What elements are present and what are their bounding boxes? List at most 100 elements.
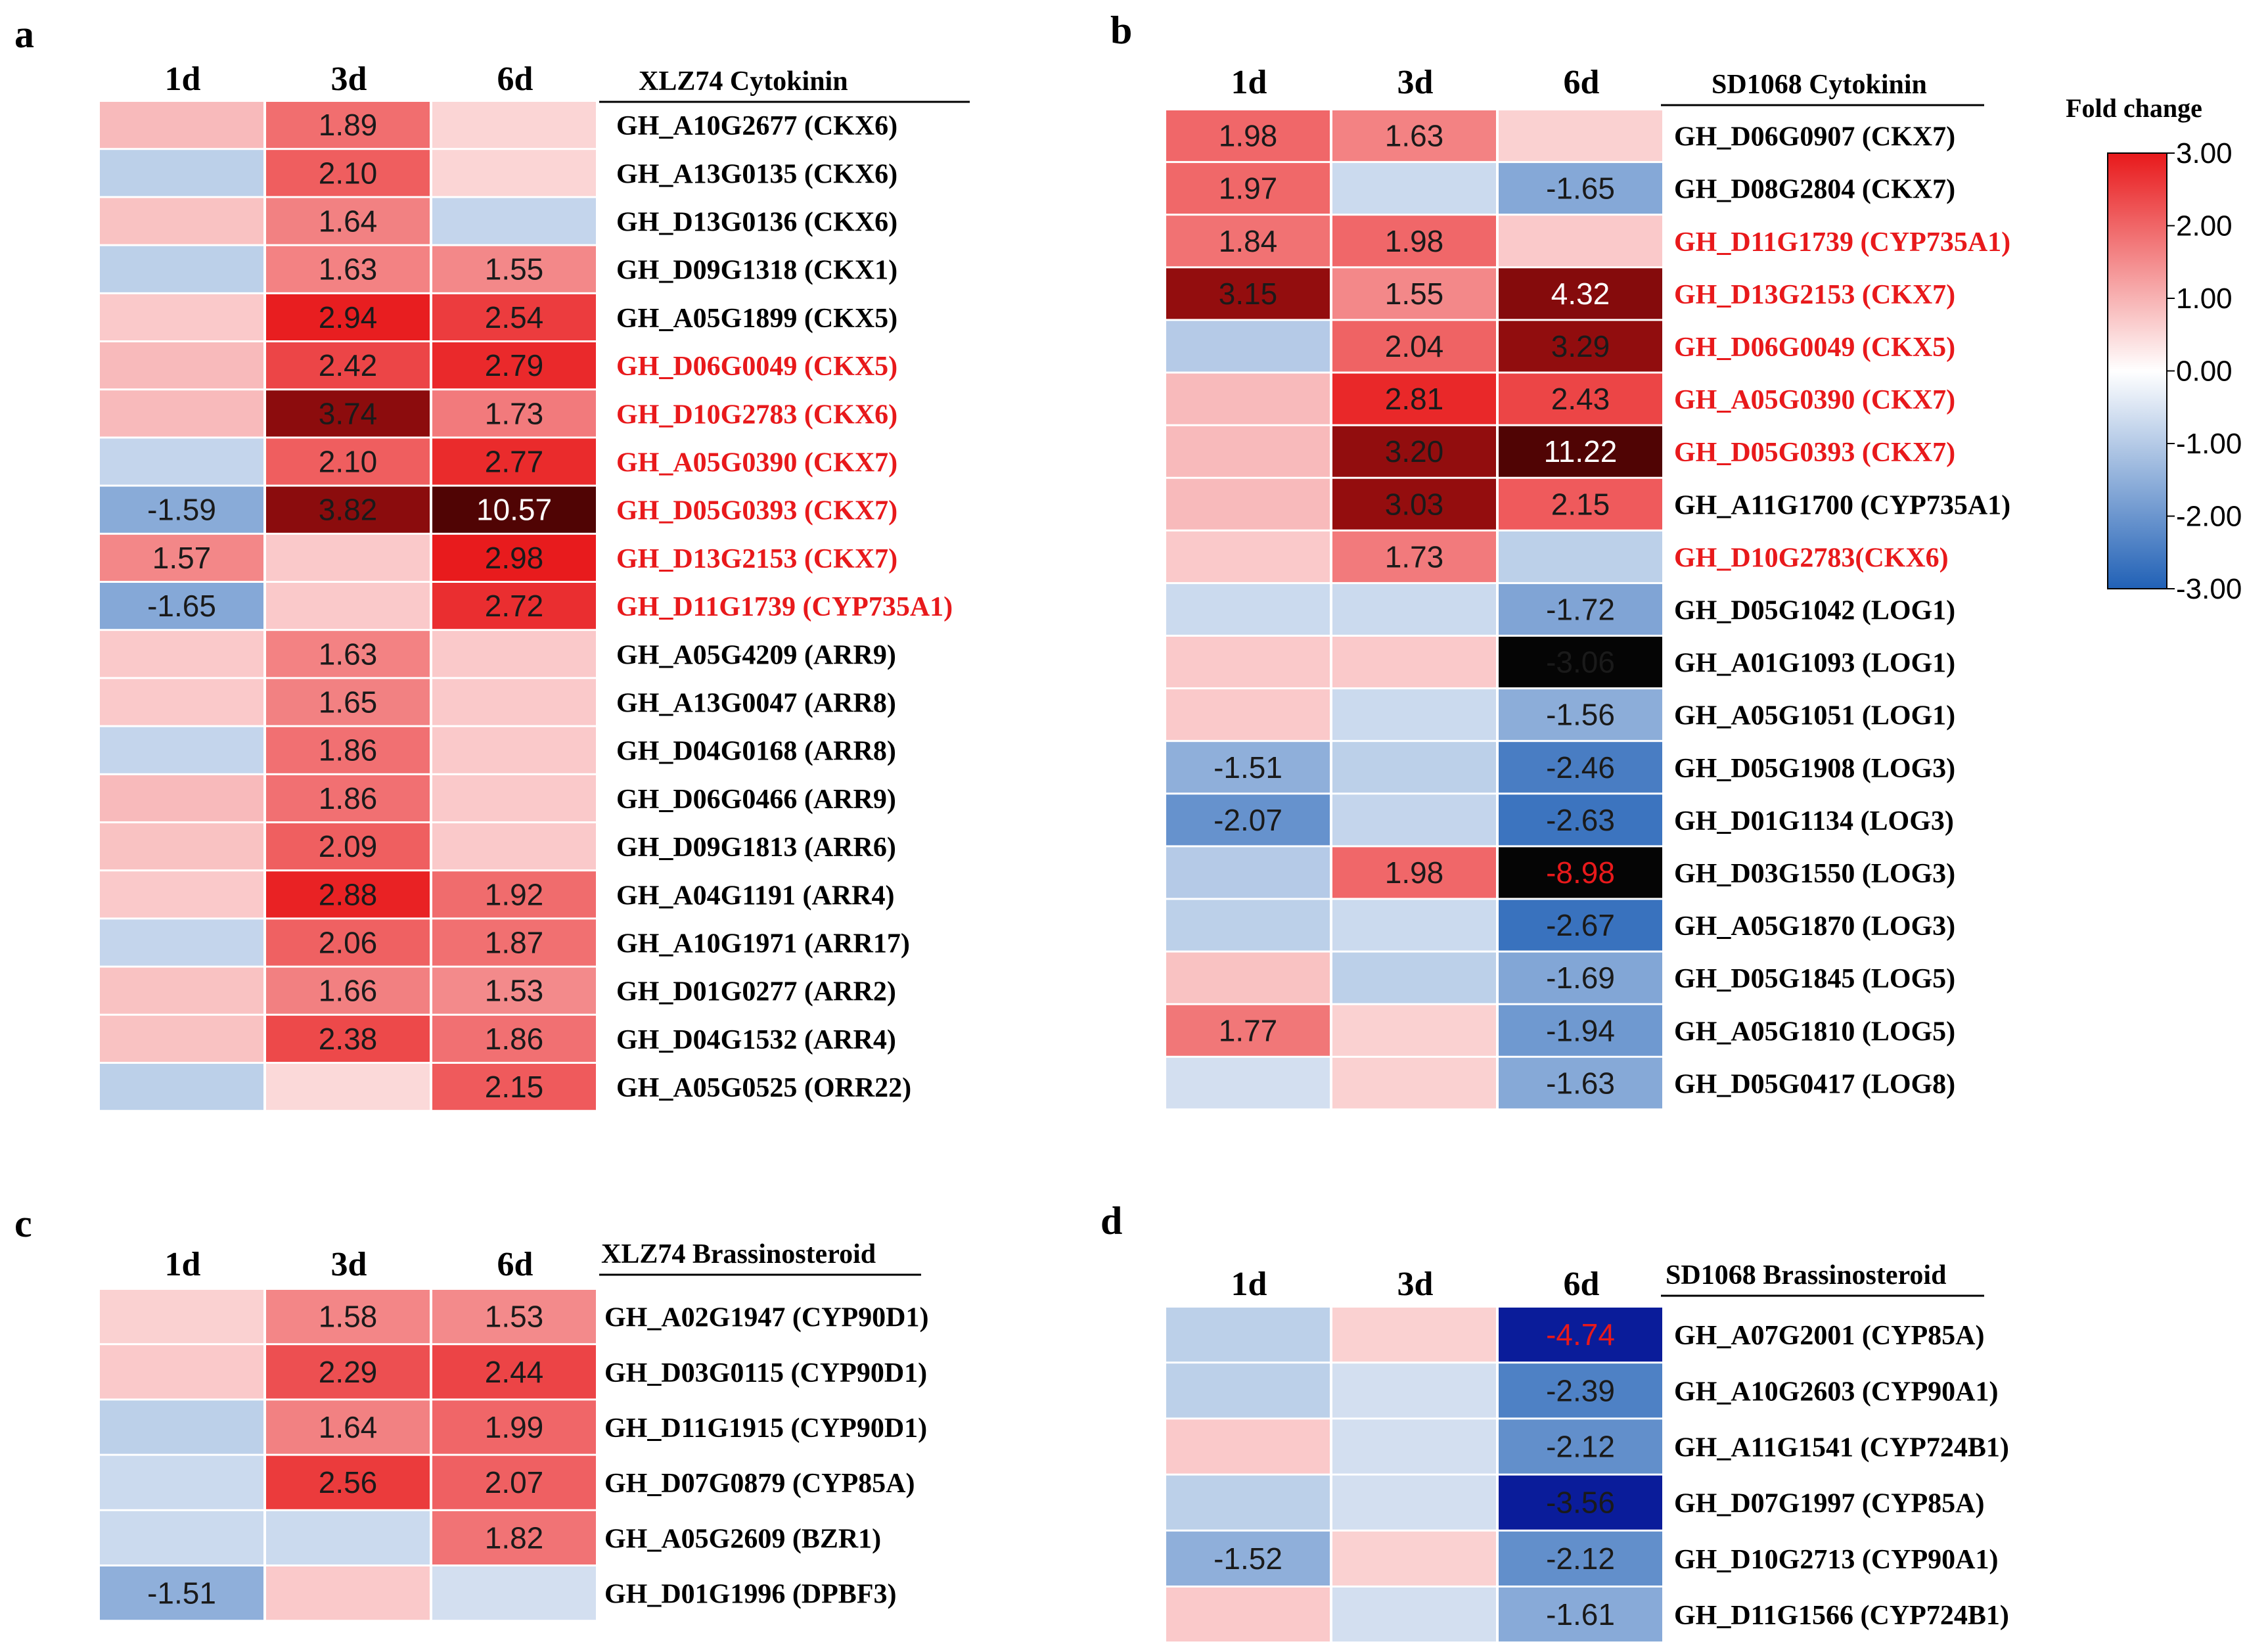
heatmap-cell — [1332, 216, 1496, 267]
cell-value-label: 2.56 — [319, 1465, 378, 1499]
heatmap-cell — [432, 1015, 596, 1062]
gene-label: GH_D11G1566 (CYP724B1) — [1674, 1601, 2009, 1631]
heatmap-cell — [1332, 1005, 1496, 1056]
heatmap-cell — [432, 1566, 596, 1620]
heatmap-cell — [432, 775, 596, 821]
heatmap-cell — [266, 1400, 430, 1454]
gene-label: GH_A05G0525 (ORR22) — [616, 1073, 911, 1103]
heatmap-cell — [1166, 637, 1330, 688]
column-label: 1d — [1231, 64, 1267, 101]
heatmap-cell — [100, 1345, 263, 1399]
cell-value-label: 2.44 — [485, 1355, 544, 1389]
heatmap-cell — [100, 534, 263, 581]
cell-value-label: 1.73 — [485, 396, 544, 430]
cell-value-label: 2.09 — [319, 829, 378, 863]
cell-value-label: -1.51 — [1213, 750, 1282, 785]
column-label: 1d — [1231, 1266, 1267, 1303]
cell-value-label: 1.86 — [319, 781, 378, 815]
heatmap-cell — [100, 486, 263, 533]
heatmap-cell — [266, 823, 430, 870]
cell-value-label: -2.46 — [1546, 750, 1615, 785]
heatmap-cell — [1499, 900, 1662, 951]
heatmap-cell — [100, 150, 263, 196]
cell-value-label: 1.63 — [319, 252, 378, 286]
cell-value-label: 2.15 — [1551, 487, 1610, 521]
legend-tick-label: 3.00 — [2176, 137, 2233, 170]
heatmap-cell — [1499, 637, 1662, 688]
heatmap-cell — [1332, 637, 1496, 688]
heatmap-cell — [1332, 426, 1496, 477]
heatmap-cell — [1166, 531, 1330, 582]
heatmap-cell — [432, 1290, 596, 1344]
heatmap-cell — [1332, 110, 1496, 162]
cell-value-label: -1.61 — [1546, 1597, 1615, 1632]
heatmap-cell — [266, 871, 430, 918]
cell-value-label: -1.63 — [1546, 1066, 1615, 1100]
heatmap-cell — [1166, 1057, 1330, 1108]
heatmap-cell — [266, 631, 430, 677]
heatmap-cell — [1166, 163, 1330, 214]
heatmap-cell — [432, 438, 596, 485]
heatmap-cell — [1499, 216, 1662, 267]
gene-label: GH_D05G0393 (CKX7) — [1674, 438, 1955, 468]
heatmap-cell — [100, 1290, 263, 1344]
gene-label: GH_A05G0390 (CKX7) — [616, 448, 897, 478]
heatmap-cell — [1166, 952, 1330, 1003]
heatmap-cell — [266, 1345, 430, 1399]
cell-value-label: 1.66 — [319, 974, 378, 1008]
heatmap-panel-c: c 1d 3d 6d XLZ74 Brassinosteroid 1.58 1.53 GH_A… — [14, 1202, 928, 1620]
heatmap-cell — [100, 1400, 263, 1454]
gene-label: GH_D10G2783 (CKX6) — [616, 400, 897, 430]
gene-label: GH_A13G0135 (CKX6) — [616, 159, 897, 189]
heatmap-cell — [100, 1455, 263, 1509]
cell-value-label: 2.15 — [485, 1070, 544, 1104]
legend-colorbar — [2107, 152, 2167, 589]
heatmap-cell — [266, 534, 430, 581]
heatmap-cell — [1166, 583, 1330, 635]
gene-label: GH_A05G4209 (ARR9) — [616, 640, 896, 670]
heatmap-cell — [100, 631, 263, 677]
heatmap-cell — [100, 823, 263, 870]
heatmap-cell — [432, 871, 596, 918]
heatmap-cell — [432, 102, 596, 148]
heatmap-cell — [1332, 794, 1496, 846]
cell-value-label: 1.63 — [1385, 119, 1444, 153]
heatmap-cell — [100, 727, 263, 773]
cell-value-label: 2.77 — [485, 445, 544, 479]
column-label: 1d — [165, 60, 201, 98]
gene-label: GH_D05G1042 (LOG1) — [1674, 595, 1955, 626]
heatmap-cell — [1499, 110, 1662, 162]
heatmap-cell — [1499, 163, 1662, 214]
heatmap-cell — [266, 486, 430, 533]
panel-title: XLZ74 Cytokinin — [639, 66, 848, 97]
gene-label: GH_D06G0049 (CKX5) — [616, 352, 897, 382]
gene-label: GH_D11G1739 (CYP735A1) — [1674, 227, 2010, 258]
legend-tick-label: 2.00 — [2176, 210, 2233, 242]
heatmap-cell — [1332, 847, 1496, 898]
heatmap-cell — [1332, 531, 1496, 582]
legend-tick-label: 0.00 — [2176, 355, 2233, 388]
heatmap-cell — [266, 1566, 430, 1620]
heatmap-cell — [1332, 373, 1496, 424]
heatmap-cell — [266, 919, 430, 966]
cell-value-label: 1.57 — [152, 541, 212, 575]
gene-label: GH_D09G1318 (CKX1) — [616, 256, 897, 286]
heatmap-cell — [1166, 900, 1330, 951]
cell-value-label: -4.74 — [1546, 1317, 1615, 1352]
cell-value-label: 1.64 — [319, 1410, 378, 1444]
heatmap-cell — [432, 967, 596, 1014]
cell-value-label: 1.53 — [485, 1300, 544, 1334]
cell-value-label: 1.55 — [485, 252, 544, 286]
heatmap-cell — [1332, 1475, 1496, 1530]
gene-label: GH_D10G2713 (CYP90A1) — [1674, 1545, 1998, 1575]
heatmap-cell — [266, 967, 430, 1014]
heatmap-cell — [1332, 583, 1496, 635]
cell-value-label: 1.82 — [485, 1520, 544, 1555]
heatmap-panel-d: d 1d 3d 6d SD1068 Brassinosteroid -4.74 GH_A07… — [1100, 1199, 2009, 1642]
gene-label: GH_D05G1845 (LOG5) — [1674, 964, 1955, 994]
heatmap-cell — [1499, 583, 1662, 635]
heatmap-cell — [1499, 1005, 1662, 1056]
heatmap-cell — [1499, 847, 1662, 898]
heatmap-cell — [432, 486, 596, 533]
heatmap-cell — [1499, 1419, 1662, 1474]
